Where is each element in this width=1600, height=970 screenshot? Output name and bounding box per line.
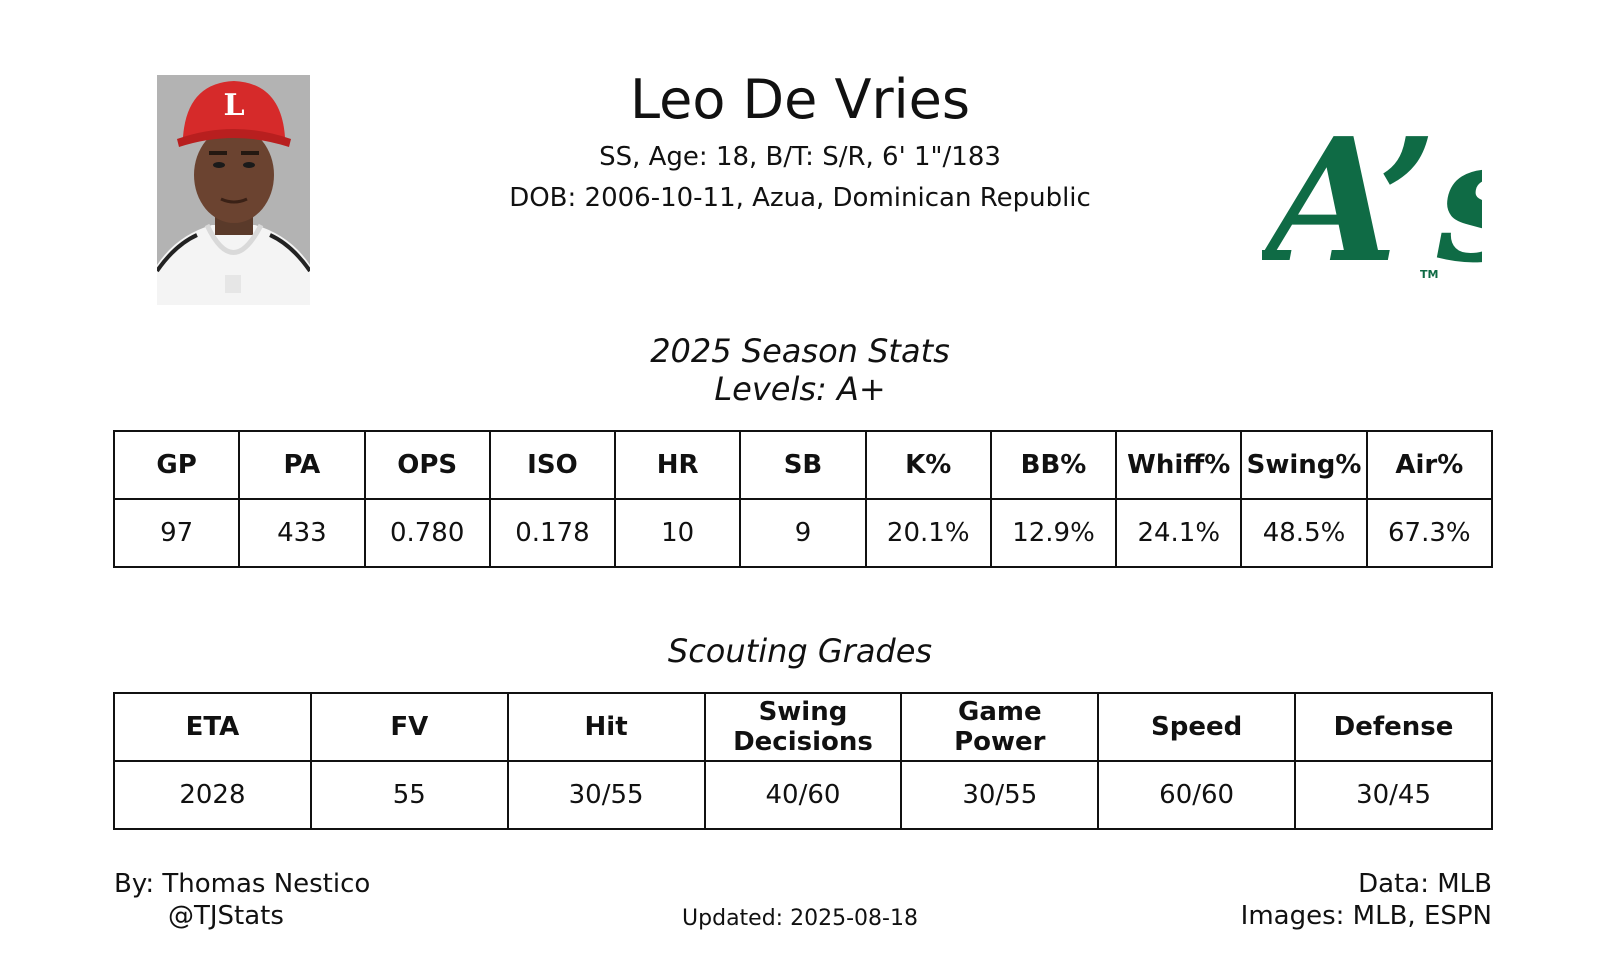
- table-header-cell: Hit: [506, 692, 706, 762]
- table-header-cell: BB%: [989, 430, 1118, 500]
- table-header-cell: Game Power: [900, 692, 1100, 762]
- table-cell: 67.3%: [1365, 498, 1494, 568]
- footer-data-source: Data: MLB: [1358, 869, 1492, 899]
- table-cell: 30/55: [900, 760, 1100, 830]
- table-row: 97 433 0.780 0.178 10 9 20.1% 12.9% 24.1…: [112, 498, 1494, 568]
- table-cell: 12.9%: [989, 498, 1118, 568]
- team-logo: A’s TM: [1252, 100, 1533, 301]
- table-header-cell: ETA: [113, 692, 312, 762]
- header-line: Speed: [1151, 712, 1243, 742]
- season-stats-title: 2025 Season Stats: [650, 332, 950, 370]
- header-line: Hit: [584, 712, 628, 742]
- season-stats-levels: Levels: A+: [714, 370, 886, 408]
- header-line: Decisions: [733, 727, 873, 757]
- header-line: Game: [957, 697, 1042, 727]
- season-stats-table: GP PA OPS ISO HR SB K% BB% Whiff% Swing%…: [112, 430, 1494, 568]
- table-header-cell: OPS: [363, 430, 491, 500]
- table-cell: 40/60: [703, 760, 903, 830]
- table-header-row: GP PA OPS ISO HR SB K% BB% Whiff% Swing%…: [112, 430, 1494, 500]
- table-header-cell: Swing Decisions: [703, 692, 903, 762]
- table-header-cell: FV: [309, 692, 509, 762]
- table-cell: 10: [614, 498, 742, 568]
- cap-logo-text: L: [223, 88, 244, 123]
- table-header-cell: K%: [864, 430, 992, 500]
- header-line: FV: [390, 712, 429, 742]
- table-cell: 55: [309, 760, 509, 830]
- header-line: Power: [954, 727, 1046, 757]
- table-header-cell: PA: [238, 430, 366, 500]
- table-cell: 433: [238, 498, 366, 568]
- player-name: Leo De Vries: [629, 68, 971, 131]
- table-header-cell: Defense: [1294, 692, 1493, 762]
- table-cell: 97: [112, 498, 241, 568]
- table-cell: 20.1%: [864, 498, 992, 568]
- footer-handle: @TJStats: [168, 901, 284, 931]
- table-cell: 0.178: [488, 498, 617, 568]
- table-header-row: ETA FV Hit Swing Decisions Game Power Spee…: [113, 692, 1493, 762]
- player-bio-birth: DOB: 2006-10-11, Azua, Dominican Republi…: [509, 183, 1091, 213]
- table-header-cell: Speed: [1097, 692, 1297, 762]
- table-cell: 0.780: [363, 498, 491, 568]
- scouting-grades-title: Scouting Grades: [667, 632, 933, 670]
- table-cell: 9: [739, 498, 867, 568]
- table-cell: 24.1%: [1115, 498, 1243, 568]
- table-header-cell: Swing%: [1240, 430, 1368, 500]
- table-header-cell: SB: [739, 430, 867, 500]
- table-header-cell: GP: [112, 430, 241, 500]
- athletics-logo-icon: A’s TM: [1252, 101, 1533, 301]
- table-header-cell: ISO: [488, 430, 617, 500]
- trademark-mark: TM: [1420, 268, 1438, 281]
- table-header-cell: HR: [614, 430, 742, 500]
- header-line: ETA: [185, 712, 240, 742]
- scouting-grades-table: ETA FV Hit Swing Decisions Game Power Spee…: [113, 692, 1493, 830]
- footer-author: By: Thomas Nestico: [114, 869, 371, 899]
- header-line: Swing: [758, 697, 848, 727]
- player-headshot: L: [157, 75, 310, 305]
- table-cell: 48.5%: [1240, 498, 1368, 568]
- table-header-cell: Whiff%: [1115, 430, 1243, 500]
- header-line: Defense: [1333, 712, 1454, 742]
- table-cell: 30/55: [506, 760, 706, 830]
- table-cell: 60/60: [1097, 760, 1297, 830]
- table-header-cell: Air%: [1365, 430, 1494, 500]
- team-logo-text: A’s: [1262, 101, 1482, 285]
- player-bio-position-age: SS, Age: 18, B/T: S/R, 6' 1"/183: [599, 142, 1001, 172]
- footer-images-source: Images: MLB, ESPN: [1240, 901, 1492, 931]
- table-cell: 2028: [113, 760, 312, 830]
- footer-updated: Updated: 2025-08-18: [682, 906, 918, 931]
- table-cell: 30/45: [1294, 760, 1493, 830]
- player-headshot-image: L: [157, 75, 310, 305]
- table-row: 2028 55 30/55 40/60 30/55 60/60 30/45: [113, 760, 1493, 830]
